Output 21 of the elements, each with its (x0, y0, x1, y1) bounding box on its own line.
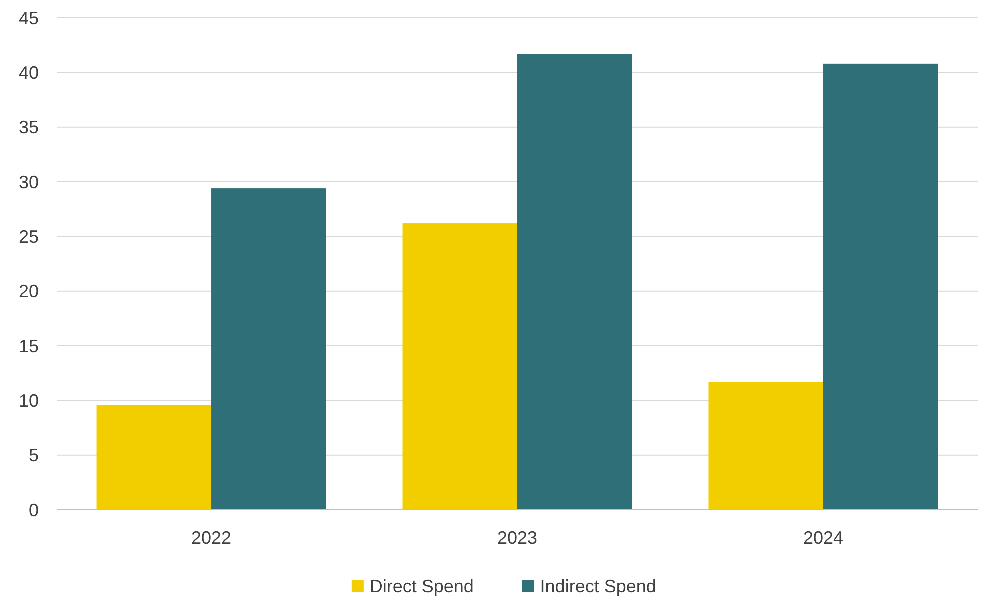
y-tick-label: 45 (18, 8, 39, 28)
y-tick-label: 5 (28, 446, 39, 466)
x-tick-label: 2024 (803, 528, 844, 548)
x-tick-label: 2023 (497, 528, 538, 548)
bar (96, 405, 212, 510)
y-tick-label: 15 (18, 336, 39, 356)
bar (518, 54, 632, 510)
bar (402, 224, 518, 510)
y-tick-label: 40 (18, 62, 39, 83)
y-tick-label: 25 (18, 226, 39, 247)
bar (823, 64, 938, 510)
y-tick-label: 10 (18, 390, 39, 411)
x-tick-label: 2022 (191, 528, 232, 548)
y-tick-label: 30 (18, 172, 39, 192)
legend-label: Direct Spend (370, 576, 474, 596)
legend-label: Indirect Spend (540, 576, 656, 596)
y-tick-label: 20 (18, 282, 39, 302)
bar (708, 382, 824, 510)
y-tick-label: 35 (18, 118, 39, 138)
bar (212, 188, 326, 510)
y-tick-label: 0 (28, 500, 39, 520)
